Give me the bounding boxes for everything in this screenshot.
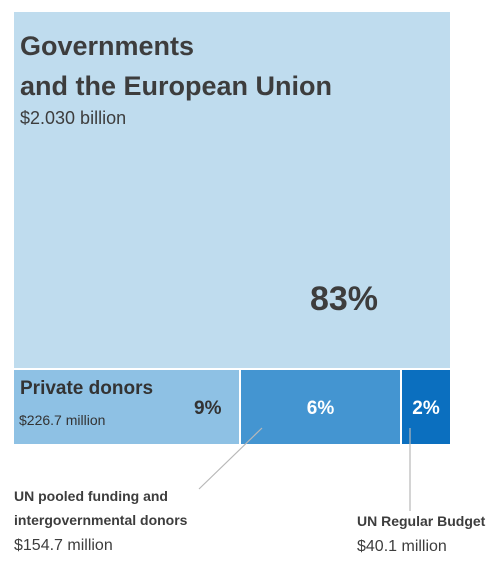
governments-title: Governments and the European Union (20, 26, 440, 106)
private-donors-amount: $226.7 million (19, 412, 106, 428)
segment-un-pooled-funding: 6% (241, 370, 400, 444)
un-pooled-funding-title-line2: intergovernmental donors (14, 512, 188, 528)
segment-un-regular-budget: 2% (402, 370, 450, 444)
private-donors-title: Private donors (20, 378, 154, 399)
un-pooled-funding-title-line1: UN pooled funding and (14, 488, 168, 504)
un-regular-budget-amount: $40.1 million (357, 538, 447, 555)
annotation-un-pooled-funding: UN pooled funding and intergovernmental … (14, 484, 274, 560)
governments-amount: $2.030 billion (20, 108, 127, 128)
governments-title-line2: and the European Union (20, 71, 333, 101)
segment-governments: Governments and the European Union $2.03… (14, 12, 450, 368)
un-regular-budget-percent: 2% (412, 398, 440, 419)
un-pooled-funding-percent: 6% (306, 398, 335, 419)
un-regular-budget-title: UN Regular Budget (357, 513, 486, 529)
private-donors-percent: 9% (194, 398, 222, 419)
un-pooled-funding-amount: $154.7 million (14, 537, 113, 554)
governments-percent: 83% (309, 280, 378, 318)
annotation-un-regular-budget: UN Regular Budget $40.1 million (357, 509, 504, 561)
segment-private-donors: Private donors $226.7 million 9% (14, 370, 239, 444)
governments-title-line1: Governments (20, 31, 195, 61)
